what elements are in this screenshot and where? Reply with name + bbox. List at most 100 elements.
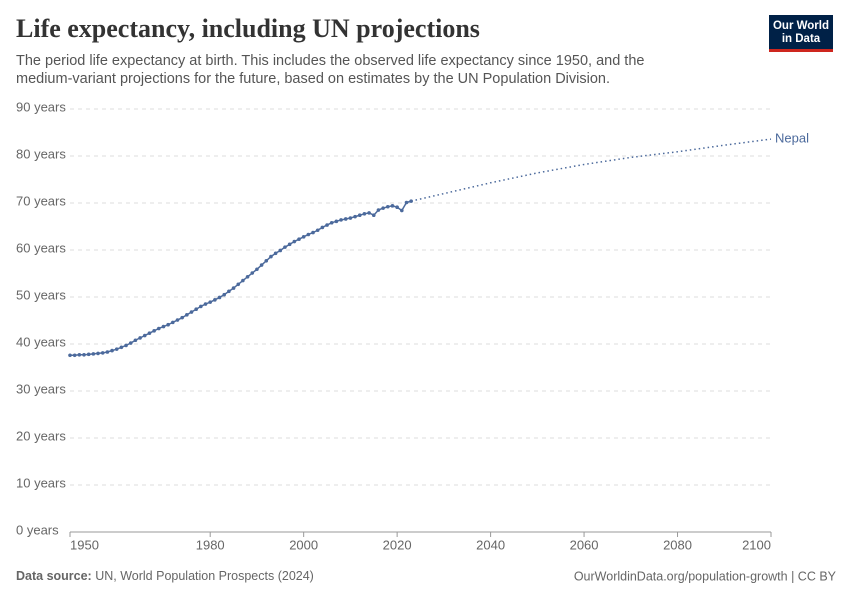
point	[353, 214, 357, 219]
point	[306, 232, 311, 237]
y-tick-label: 20 years	[16, 428, 66, 443]
x-tick-label: 2080	[663, 537, 692, 552]
point	[208, 300, 212, 304]
point	[264, 259, 269, 263]
point	[301, 235, 306, 239]
point	[213, 298, 217, 302]
point	[96, 351, 100, 356]
source-text: UN, World Population Prospects (2024)	[95, 569, 314, 583]
point	[91, 352, 96, 356]
point	[124, 343, 128, 348]
logo-text: Our World	[773, 20, 829, 32]
source: Data source: UN, World Population Prospe…	[16, 569, 314, 583]
x-tick-label: 2020	[383, 537, 412, 552]
point	[292, 239, 297, 244]
point	[142, 333, 147, 338]
y-tick-label: 60 years	[16, 240, 66, 255]
chart-subtitle: medium-variant projections for the futur…	[16, 71, 610, 87]
point	[371, 213, 376, 218]
point	[315, 228, 320, 233]
point	[185, 313, 189, 317]
x-tick-label: 2000	[289, 537, 318, 552]
point	[175, 318, 180, 322]
logo-box	[769, 15, 833, 49]
point	[68, 353, 72, 358]
point	[357, 213, 362, 218]
point	[147, 331, 152, 335]
point	[390, 204, 395, 208]
point	[278, 248, 283, 253]
point	[343, 217, 348, 221]
point	[367, 211, 371, 215]
footer-link[interactable]: OurWorldinData.org/population-growth | C…	[574, 569, 837, 583]
x-tick-label: 2060	[570, 537, 599, 552]
point	[287, 242, 292, 247]
point	[77, 353, 82, 357]
point	[241, 278, 245, 283]
point	[311, 230, 315, 235]
logo-text: in Data	[782, 33, 821, 45]
point	[329, 220, 334, 225]
x-tick-label: 1950	[70, 537, 99, 552]
point	[72, 353, 77, 358]
point	[199, 304, 203, 309]
point	[273, 251, 278, 256]
logo[interactable]: Our World in Data	[769, 15, 833, 52]
point	[348, 216, 353, 220]
point	[297, 237, 301, 241]
point	[231, 286, 236, 290]
point	[217, 295, 222, 300]
point	[119, 345, 124, 350]
point	[227, 289, 231, 294]
point	[180, 315, 184, 320]
x-tick-label: 2100	[742, 537, 771, 552]
point	[236, 282, 241, 287]
y-tick-label: 40 years	[16, 334, 66, 349]
point	[110, 348, 114, 353]
chart-subtitle: The period life expectancy at birth. Thi…	[16, 53, 644, 69]
point	[194, 307, 198, 312]
point	[385, 204, 390, 209]
y-tick-label: 10 years	[16, 475, 66, 490]
line	[70, 200, 412, 357]
point	[166, 322, 170, 327]
point	[400, 208, 404, 213]
point	[114, 347, 119, 351]
point	[128, 341, 133, 345]
y-tick-label: 0 years	[16, 522, 59, 537]
point	[283, 245, 287, 249]
y-tick-label: 80 years	[16, 146, 66, 161]
point	[381, 206, 385, 210]
point	[86, 352, 91, 357]
logo-stripe	[769, 49, 833, 52]
source-label: Data source:	[16, 569, 92, 583]
x-tick-label: 1980	[196, 537, 225, 552]
point	[325, 223, 329, 227]
point	[161, 324, 166, 329]
point	[222, 292, 227, 297]
point	[376, 208, 381, 212]
point	[100, 351, 105, 355]
point	[245, 274, 250, 279]
y-tick-label: 50 years	[16, 287, 66, 302]
point	[189, 310, 194, 314]
point	[362, 212, 367, 216]
point	[255, 267, 259, 272]
point	[395, 205, 399, 210]
point	[250, 271, 255, 275]
point	[171, 320, 175, 325]
y-tick-label: 30 years	[16, 381, 66, 396]
point	[82, 353, 86, 357]
point	[320, 225, 325, 230]
y-tick-label: 90 years	[16, 99, 66, 114]
line	[410, 138, 772, 202]
point	[156, 326, 161, 331]
point	[269, 254, 273, 259]
chart-title: Life expectancy, including UN projection…	[16, 14, 480, 43]
point	[105, 350, 110, 354]
x-tick-label: 2040	[476, 537, 505, 552]
point	[259, 263, 264, 267]
series-label: Nepal	[775, 131, 809, 146]
point	[404, 200, 409, 205]
